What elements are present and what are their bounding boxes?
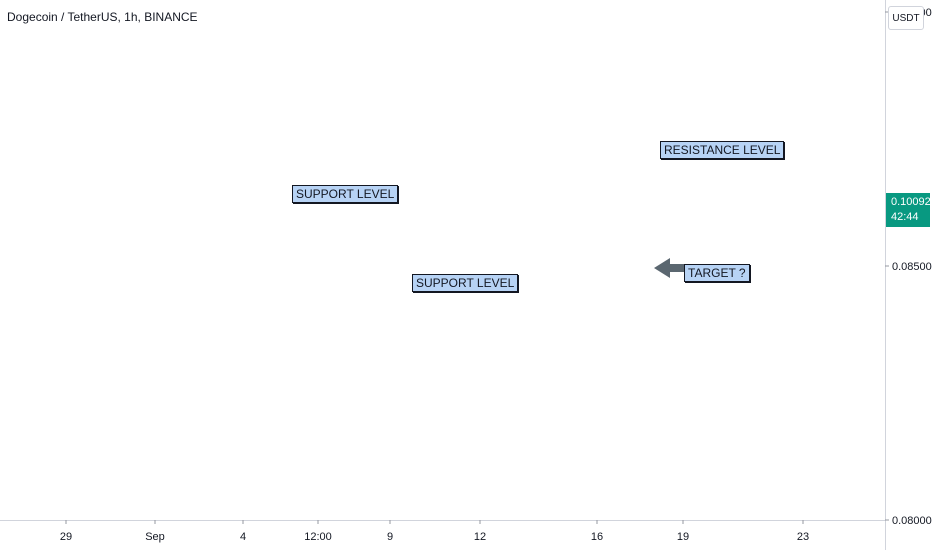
target-arrow-icon xyxy=(654,258,684,278)
x-tick-label: 9 xyxy=(387,531,393,543)
last-price-tag: 0.10092 42:44 xyxy=(886,193,931,227)
chart-title: Dogecoin / TetherUS, 1h, BINANCE xyxy=(7,10,198,24)
last-price: 0.10092 xyxy=(891,196,931,208)
x-tick-label: 19 xyxy=(677,531,689,543)
x-tick-label: Sep xyxy=(145,531,165,543)
x-tick-label: 12:00 xyxy=(304,531,332,543)
currency-button[interactable]: USDT xyxy=(888,6,924,30)
y-tick-label: 0.08500 xyxy=(892,261,932,273)
resistance-level-label[interactable]: RESISTANCE LEVEL xyxy=(660,141,785,159)
target-label[interactable]: TARGET ? xyxy=(684,264,750,282)
support-level-label-upper[interactable]: SUPPORT LEVEL xyxy=(292,185,399,203)
x-tick-label: 23 xyxy=(797,531,809,543)
x-tick-label: 16 xyxy=(591,531,603,543)
y-tick-label: 0.08000 xyxy=(892,515,932,527)
x-tick-label: 4 xyxy=(240,531,246,543)
x-tick-label: 12 xyxy=(474,531,486,543)
support-level-label-lower[interactable]: SUPPORT LEVEL xyxy=(412,274,519,292)
x-tick-label: 29 xyxy=(60,531,72,543)
candle-countdown: 42:44 xyxy=(891,211,919,223)
